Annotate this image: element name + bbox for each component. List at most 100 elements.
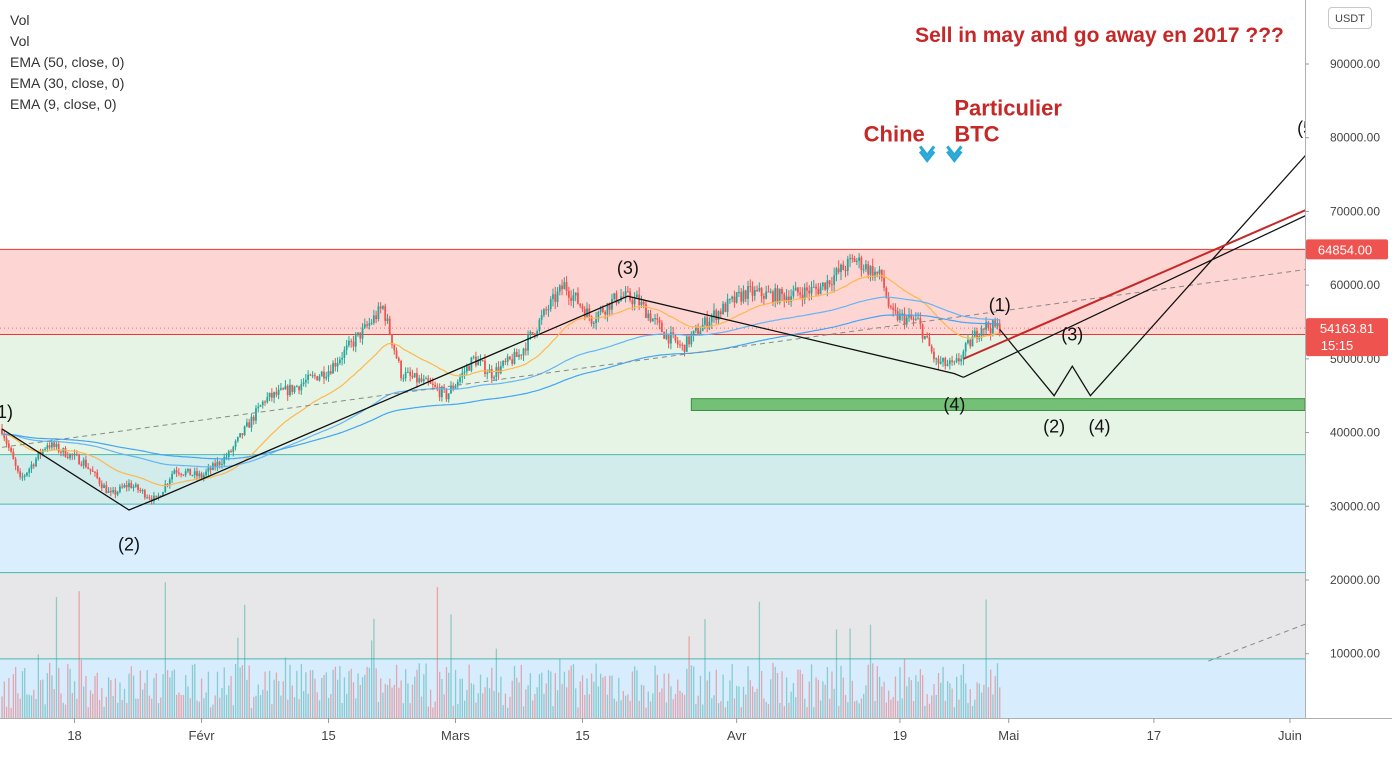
candle-body	[191, 475, 194, 477]
volume-bar	[189, 698, 191, 718]
candle-body	[815, 286, 817, 289]
candle-body	[261, 401, 264, 406]
candle-body	[1, 428, 3, 435]
candle-body	[740, 291, 743, 302]
candle-body	[753, 289, 756, 296]
candle-body	[767, 291, 770, 293]
candle-body	[436, 386, 439, 389]
candle-body	[626, 291, 629, 293]
candle-body	[776, 288, 779, 303]
candle-body	[298, 386, 300, 391]
volume-bar	[518, 682, 520, 718]
volume-bar	[318, 700, 321, 718]
candle-body	[132, 486, 135, 489]
volume-bar	[869, 624, 872, 718]
candle-body	[876, 271, 879, 274]
volume-bar	[745, 694, 747, 718]
candle-body	[538, 319, 541, 332]
volume-bar	[903, 658, 906, 718]
volume-bar	[42, 679, 44, 718]
volume-bar	[511, 680, 513, 718]
legend-ema-9[interactable]: EMA (9, close, 0)	[10, 96, 117, 112]
legend-ema-50[interactable]: EMA (50, close, 0)	[10, 54, 125, 70]
candle-body	[946, 364, 949, 366]
candle-body	[987, 322, 990, 329]
candle-body	[57, 443, 60, 452]
volume-bar	[121, 700, 123, 718]
volume-bar	[885, 702, 888, 718]
candle-body	[547, 309, 550, 311]
volume-bar	[622, 690, 624, 718]
candle-body	[942, 358, 944, 362]
time-tick-label: 15	[321, 728, 335, 743]
candle-body	[379, 306, 382, 309]
volume-bar	[434, 701, 436, 718]
candle-body	[266, 396, 269, 403]
volume-bar	[819, 700, 822, 718]
candle-body	[801, 294, 804, 300]
price-tick-label: 30000.00	[1330, 499, 1380, 513]
candle-body	[146, 497, 149, 499]
currency-selector[interactable]: USDT	[1328, 7, 1372, 29]
volume-bar	[538, 674, 541, 718]
volume-bar	[559, 658, 561, 718]
candle-body	[200, 473, 203, 479]
volume-bar	[987, 687, 990, 718]
candle-body	[667, 333, 670, 344]
candle-body	[314, 375, 316, 377]
candle-body	[708, 321, 711, 328]
candle-body	[171, 473, 173, 480]
volume-bar	[96, 672, 98, 718]
candle-body	[189, 468, 192, 476]
candle-body	[196, 471, 198, 477]
candle-body	[427, 378, 430, 382]
volume-bar	[325, 672, 327, 718]
volume-bar	[194, 663, 196, 718]
volume-bar	[484, 687, 486, 718]
volume-bar	[935, 694, 937, 718]
candle-body	[738, 291, 740, 293]
candle-body	[391, 334, 393, 346]
candle-body	[50, 442, 53, 448]
candle-body	[139, 490, 142, 492]
volume-bar	[502, 705, 504, 718]
candle-body	[944, 358, 947, 366]
candle-body	[933, 351, 935, 360]
candle-body	[799, 292, 802, 295]
volume-bar	[51, 675, 53, 718]
volume-bar	[291, 685, 293, 718]
candle-body	[513, 351, 516, 364]
legend-volume-2[interactable]: Vol	[10, 33, 30, 49]
candle-body	[826, 280, 829, 290]
volume-bar	[720, 701, 722, 718]
volume-bar	[779, 702, 781, 718]
volume-bar	[713, 695, 715, 718]
volume-bar	[30, 695, 33, 718]
volume-bar	[21, 671, 24, 718]
volume-bar	[302, 691, 305, 718]
candle-body	[230, 451, 232, 453]
candle-body	[880, 269, 883, 278]
volume-bar	[382, 692, 384, 718]
candle-body	[887, 297, 890, 307]
volume-bar	[414, 676, 416, 718]
wave-label: (4)	[943, 394, 965, 414]
candle-body	[719, 311, 722, 315]
candle-body	[293, 386, 296, 392]
volume-bar	[949, 683, 951, 718]
volume-bar	[665, 702, 668, 718]
volume-bar	[615, 701, 618, 718]
volume-bar	[468, 664, 470, 718]
candle-body	[846, 258, 849, 272]
legend-volume[interactable]: Vol	[10, 12, 30, 28]
volume-bar	[742, 686, 745, 718]
candle-body	[878, 269, 881, 274]
volume-bar	[872, 663, 874, 718]
candle-body	[234, 441, 237, 447]
volume-bar	[450, 614, 452, 718]
candle-body	[905, 317, 908, 325]
candle-body	[549, 299, 552, 310]
legend-ema-30[interactable]: EMA (30, close, 0)	[10, 75, 125, 91]
